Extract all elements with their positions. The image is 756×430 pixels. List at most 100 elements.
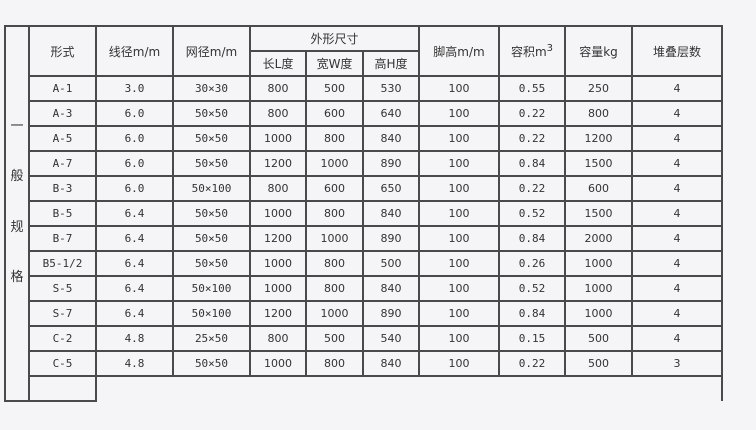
table-cell: C-5 [28, 350, 97, 377]
table-cell: 800 [249, 175, 307, 202]
table-cell: 890 [362, 150, 420, 177]
table-cell: 840 [362, 200, 420, 227]
table-cell: 0.26 [498, 250, 566, 277]
side-label-char: 般 [10, 169, 24, 184]
table-cell: 50×50 [172, 250, 251, 277]
table-cell: S-5 [28, 275, 97, 302]
table-cell: 1000 [249, 200, 307, 227]
spec-table: 一般规格 形式 线径m/m 网径m/m 外形尺寸 脚高m/m 容积m3 容量kg… [4, 25, 723, 402]
header-foot: 脚高m/m [418, 25, 500, 77]
table-cell: 4.8 [95, 350, 174, 377]
table-cell: 4 [631, 325, 723, 352]
header-volume: 容积m3 [498, 25, 566, 77]
table-cell: 840 [362, 275, 420, 302]
table-cell: 100 [418, 100, 500, 127]
table-cell: 890 [362, 300, 420, 327]
table-cell: 600 [564, 175, 633, 202]
table-row: C-5 4.8 50×50 1000 800 840 100 0.22 500 3 [5, 350, 723, 377]
table-cell: 500 [362, 250, 420, 277]
spec-table-container: 一般规格 形式 线径m/m 网径m/m 外形尺寸 脚高m/m 容积m3 容量kg… [4, 25, 723, 402]
table-cell: 4 [631, 100, 723, 127]
table-cell: 1200 [249, 300, 307, 327]
table-cell: 4 [631, 200, 723, 227]
table-cell: 30×30 [172, 75, 251, 102]
table-cell: 530 [362, 75, 420, 102]
table-cell: 4 [631, 150, 723, 177]
table-row: S-5 6.4 50×100 1000 800 840 100 0.52 1000 4 [5, 275, 723, 302]
table-cell: 0.22 [498, 125, 566, 152]
table-cell: 50×100 [172, 300, 251, 327]
table-cell: 840 [362, 350, 420, 377]
table-cell: 4 [631, 225, 723, 252]
table-cell: C-2 [28, 325, 97, 352]
table-cell: 800 [305, 125, 364, 152]
table-row: A-1 3.0 30×30 800 500 530 100 0.55 250 4 [5, 75, 723, 102]
table-cell: 600 [305, 175, 364, 202]
table-cell: 540 [362, 325, 420, 352]
table-cell: B-3 [28, 175, 97, 202]
table-cell: 800 [249, 75, 307, 102]
table-cell: B5-1/2 [28, 250, 97, 277]
header-outer-size: 外形尺寸 [249, 25, 420, 52]
table-cell: 0.84 [498, 300, 566, 327]
table-cell: 650 [362, 175, 420, 202]
table-row: B-3 6.0 50×100 800 600 650 100 0.22 600 4 [5, 175, 723, 202]
table-cell: 1000 [305, 300, 364, 327]
side-label-cell: 一般规格 [4, 25, 30, 402]
table-cell: 500 [564, 325, 633, 352]
table-cell: 1000 [564, 300, 633, 327]
table-cell: 3.0 [95, 75, 174, 102]
table-cell: 1000 [305, 225, 364, 252]
table-cell: 1000 [249, 125, 307, 152]
table-cell: 1200 [249, 150, 307, 177]
table-cell: 4 [631, 75, 723, 102]
table-cell: 890 [362, 225, 420, 252]
table-cell: 1000 [249, 275, 307, 302]
table-cell: A-1 [28, 75, 97, 102]
table-cell: 600 [305, 100, 364, 127]
side-label-char: 格 [10, 270, 24, 285]
table-cell: 3 [631, 350, 723, 377]
table-row: B-5 6.4 50×50 1000 800 840 100 0.52 1500 4 [5, 200, 723, 227]
table-row: A-5 6.0 50×50 1000 800 840 100 0.22 1200 4 [5, 125, 723, 152]
table-cell: 800 [305, 250, 364, 277]
table-cell: 6.0 [95, 150, 174, 177]
table-cell: 4 [631, 250, 723, 277]
table-cell: 50×50 [172, 200, 251, 227]
table-cell: 100 [418, 200, 500, 227]
table-cell: 50×50 [172, 350, 251, 377]
table-cell: B-5 [28, 200, 97, 227]
table-cell: 800 [305, 275, 364, 302]
table-cell: 2000 [564, 225, 633, 252]
table-cell: 100 [418, 225, 500, 252]
header-stack: 堆叠层数 [631, 25, 723, 77]
table-cell: 1000 [249, 250, 307, 277]
table-cell: 1000 [249, 350, 307, 377]
table-cell: 6.4 [95, 300, 174, 327]
table-cell: 500 [305, 75, 364, 102]
table-cell: 1000 [564, 250, 633, 277]
table-cell: 640 [362, 100, 420, 127]
table-cell: 6.0 [95, 125, 174, 152]
header-height: 高H度 [362, 50, 420, 77]
table-cell: 500 [564, 350, 633, 377]
table-cell: 1500 [564, 200, 633, 227]
table-cell: 1000 [564, 275, 633, 302]
side-label-char: 规 [10, 220, 24, 235]
table-cell: 6.4 [95, 275, 174, 302]
table-cell: 0.84 [498, 225, 566, 252]
table-cell: 4 [631, 300, 723, 327]
header-mesh: 网径m/m [172, 25, 251, 77]
header-width: 宽W度 [305, 50, 364, 77]
table-cell: A-5 [28, 125, 97, 152]
table-cell: B-7 [28, 225, 97, 252]
table-cell: 0.22 [498, 175, 566, 202]
table-cell: 1000 [305, 150, 364, 177]
table-cell: 50×100 [172, 175, 251, 202]
table-cell: 250 [564, 75, 633, 102]
table-cell: 6.4 [95, 250, 174, 277]
table-cell: 6.0 [95, 100, 174, 127]
table-cell: 0.22 [498, 350, 566, 377]
table-cell: 100 [418, 275, 500, 302]
table-cell: 100 [418, 350, 500, 377]
